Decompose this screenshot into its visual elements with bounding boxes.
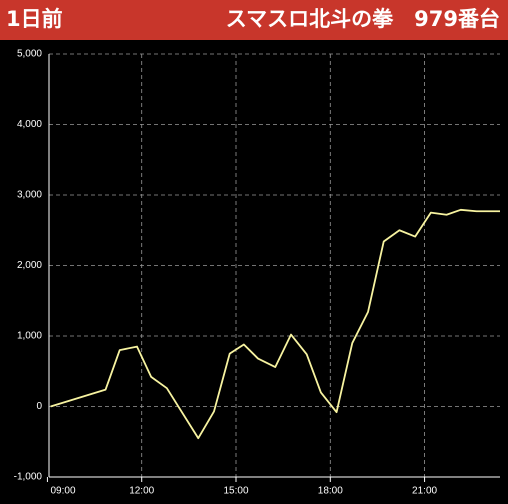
- x-tick-label: 15:00: [223, 486, 248, 497]
- y-tick-label: 3,000: [17, 190, 42, 201]
- x-tick-label: 18:00: [318, 486, 343, 497]
- y-tick-label: 2,000: [17, 260, 42, 271]
- x-tick-label: 09:00: [50, 486, 75, 497]
- data-line: [50, 208, 500, 440]
- x-tick-label: 12:00: [129, 486, 154, 497]
- header-bar: [0, 0, 508, 40]
- y-tick-label: 4,000: [17, 119, 42, 130]
- chart-title: スマスロ北斗の拳 979番台: [226, 7, 500, 31]
- y-tick-label: 5,000: [17, 49, 42, 60]
- y-tick-label: 0: [36, 401, 42, 412]
- y-tick-label: 1,000: [17, 331, 42, 342]
- y-tick-label: -1,000: [14, 472, 43, 483]
- header-left: 1日前: [6, 7, 63, 31]
- x-tick-label: 21:00: [412, 486, 437, 497]
